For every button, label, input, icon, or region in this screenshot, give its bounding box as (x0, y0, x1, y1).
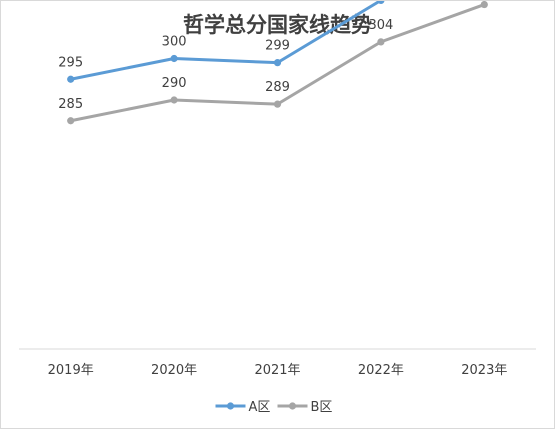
data-point (480, 1, 488, 9)
legend-swatch-marker (288, 402, 297, 410)
data-label: 289 (265, 80, 290, 95)
data-point (170, 96, 178, 104)
data-point (67, 117, 75, 125)
x-tick-label: 2022年 (358, 363, 404, 378)
x-tick-label: 2021年 (254, 363, 300, 378)
x-tick-label: 2023年 (461, 363, 507, 378)
legend-label: A区 (249, 400, 271, 415)
data-label: 295 (58, 55, 83, 70)
legend-swatch-marker (226, 402, 235, 410)
legend-label: B区 (311, 400, 333, 415)
data-label: 304 (368, 18, 393, 33)
data-point (273, 59, 282, 67)
data-point (377, 1, 385, 4)
x-tick-label: 2020年 (151, 363, 197, 378)
data-point (170, 54, 178, 63)
data-point (377, 38, 385, 46)
data-label: 300 (162, 35, 187, 50)
data-label: 299 (265, 39, 290, 54)
data-label: 285 (58, 97, 83, 112)
x-tick-label: 2019年 (48, 363, 94, 378)
data-point (67, 75, 75, 83)
data-label: 290 (162, 76, 187, 91)
data-point (273, 100, 282, 108)
